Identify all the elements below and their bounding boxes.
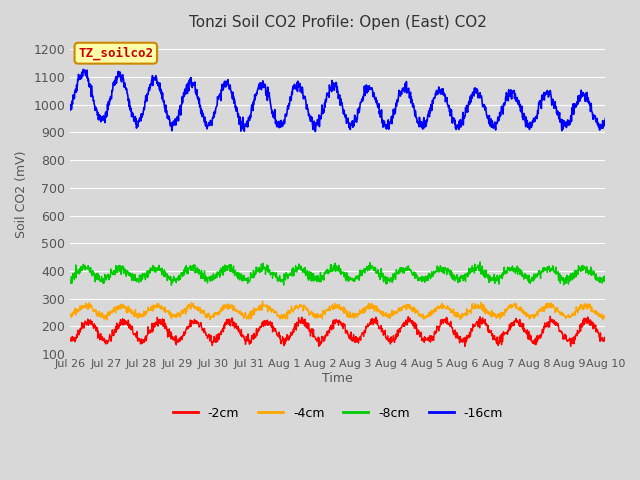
Text: TZ_soilco2: TZ_soilco2 <box>78 47 154 60</box>
Y-axis label: Soil CO2 (mV): Soil CO2 (mV) <box>15 151 28 239</box>
X-axis label: Time: Time <box>323 372 353 385</box>
Legend: -2cm, -4cm, -8cm, -16cm: -2cm, -4cm, -8cm, -16cm <box>168 402 508 425</box>
Title: Tonzi Soil CO2 Profile: Open (East) CO2: Tonzi Soil CO2 Profile: Open (East) CO2 <box>189 15 487 30</box>
